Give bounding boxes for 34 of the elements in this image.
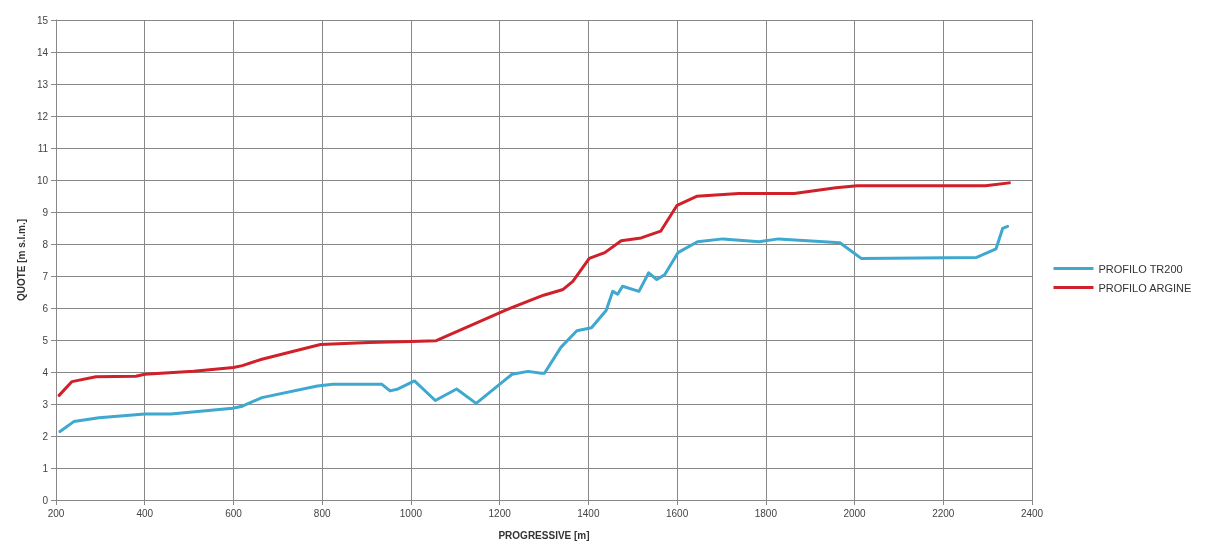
y-tick-label: 1 [42, 462, 49, 474]
y-tick-label: 8 [42, 238, 49, 250]
x-tick-label: 1600 [665, 507, 689, 519]
x-tick-label: 2000 [843, 507, 867, 519]
x-tick-label: 1400 [577, 507, 600, 519]
y-tick-label: 15 [36, 14, 49, 26]
legend-label: PROFILO TR200 [1098, 262, 1183, 275]
y-tick-label: 9 [42, 206, 49, 218]
y-tick-label: 7 [42, 270, 49, 282]
y-tick-label: 3 [42, 398, 49, 410]
x-tick-label: 2400 [1020, 507, 1044, 519]
y-tick-label: 6 [42, 302, 49, 314]
x-tick-label: 1200 [488, 507, 512, 519]
y-tick-label: 10 [36, 174, 49, 186]
x-tick-label: 600 [225, 507, 243, 519]
x-axis-title: PROGRESSIVE [m] [498, 529, 590, 541]
x-tick-label: 800 [313, 507, 331, 519]
y-axis-title: QUOTE [m s.l.m.] [15, 218, 27, 302]
y-tick-label: 13 [36, 78, 49, 90]
y-tick-label: 12 [36, 110, 49, 122]
x-tick-label: 2200 [932, 507, 955, 519]
x-tick-label: 1000 [399, 507, 423, 519]
x-tick-label: 400 [136, 507, 154, 519]
line-series [57, 181, 1011, 397]
y-tick-label: 0 [42, 494, 49, 506]
y-tick-label: 4 [42, 366, 49, 378]
y-tick-label: 2 [42, 430, 49, 442]
line-series [58, 224, 1010, 434]
legend-label: PROFILO ARGINE [1098, 281, 1192, 294]
y-tick-label: 14 [36, 46, 49, 58]
y-tick-label: 11 [37, 142, 49, 154]
x-tick-label: 200 [47, 507, 65, 519]
y-tick-label: 5 [42, 334, 49, 346]
x-tick-label: 1800 [754, 507, 778, 519]
